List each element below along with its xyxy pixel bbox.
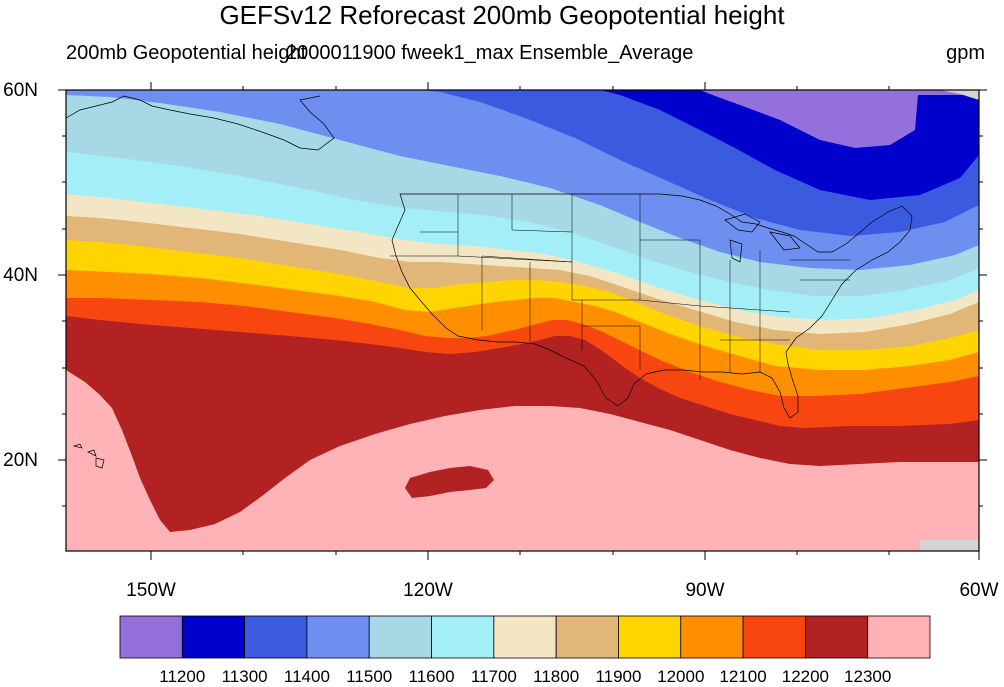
- lon-label-120w: 120W: [403, 580, 453, 601]
- lon-label-90w: 90W: [685, 580, 725, 601]
- colorbar-level-label: 11700: [470, 667, 517, 686]
- lon-ticks: [150, 82, 980, 560]
- us-outline: [391, 193, 913, 419]
- colorbar-level-label: 11600: [408, 667, 455, 686]
- colorbar-swatch: [181, 615, 246, 659]
- lat-label-60n: 60N: [3, 80, 38, 101]
- colorbar-swatch: [119, 615, 183, 659]
- lon-label-60w: 60W: [959, 580, 999, 601]
- units-label: gpm: [946, 42, 985, 64]
- colorbar-swatch: [555, 615, 619, 659]
- colorbar-swatch: [680, 615, 744, 659]
- colorbar-swatch: [306, 615, 370, 659]
- colorbar-level-label: 12000: [657, 667, 705, 686]
- lon-label-150w: 150W: [126, 580, 176, 601]
- great-lakes: [724, 213, 801, 263]
- lat-ticks: [58, 89, 987, 507]
- colorbar-level-label: 11300: [221, 667, 268, 686]
- map-title: GEFSv12 Reforecast 200mb Geopotential he…: [219, 0, 785, 30]
- colorbar-swatch: [368, 615, 432, 659]
- band-12200-island: [405, 466, 494, 498]
- colorbar-level-label: 11500: [346, 667, 393, 686]
- variable-subtitle: 200mb Geopotential height: [66, 42, 307, 64]
- colorbar-level-label: 11400: [283, 667, 330, 686]
- coastline-layer: [66, 95, 913, 469]
- forecast-subtitle: 2000011900 fweek1_max Ensemble_Average: [286, 42, 694, 64]
- alaska-coast: [66, 95, 335, 151]
- band-gt-12300: [66, 370, 979, 551]
- lat-label-40n: 40N: [3, 265, 38, 286]
- colorbar-swatch: [431, 615, 495, 659]
- colorbar-swatch: [244, 615, 308, 659]
- colorbar-swatch: [742, 615, 806, 659]
- colorbar: [119, 615, 931, 659]
- contour-fill-layer: [66, 90, 979, 551]
- colorbar-swatch: [493, 615, 557, 659]
- colorbar-level-label: 12200: [781, 667, 830, 686]
- colorbar-level-label: 11900: [595, 667, 642, 686]
- colorbar-level-label: 11200: [159, 667, 206, 686]
- hawaii-islands: [72, 443, 105, 469]
- lat-label-20n: 20N: [3, 450, 38, 471]
- colorbar-swatch: [804, 615, 869, 659]
- colorbar-level-label: 11800: [533, 667, 580, 686]
- colorbar-level-label: 12100: [719, 667, 767, 686]
- colorbar-swatch: [618, 615, 682, 659]
- colorbar-swatch: [867, 615, 931, 659]
- state-lines: [390, 194, 850, 380]
- colorbar-level-label: 12300: [844, 667, 892, 686]
